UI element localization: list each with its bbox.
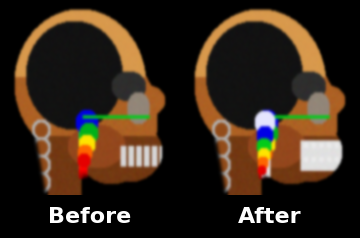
- Text: After: After: [238, 207, 302, 227]
- Text: Before: Before: [48, 207, 132, 227]
